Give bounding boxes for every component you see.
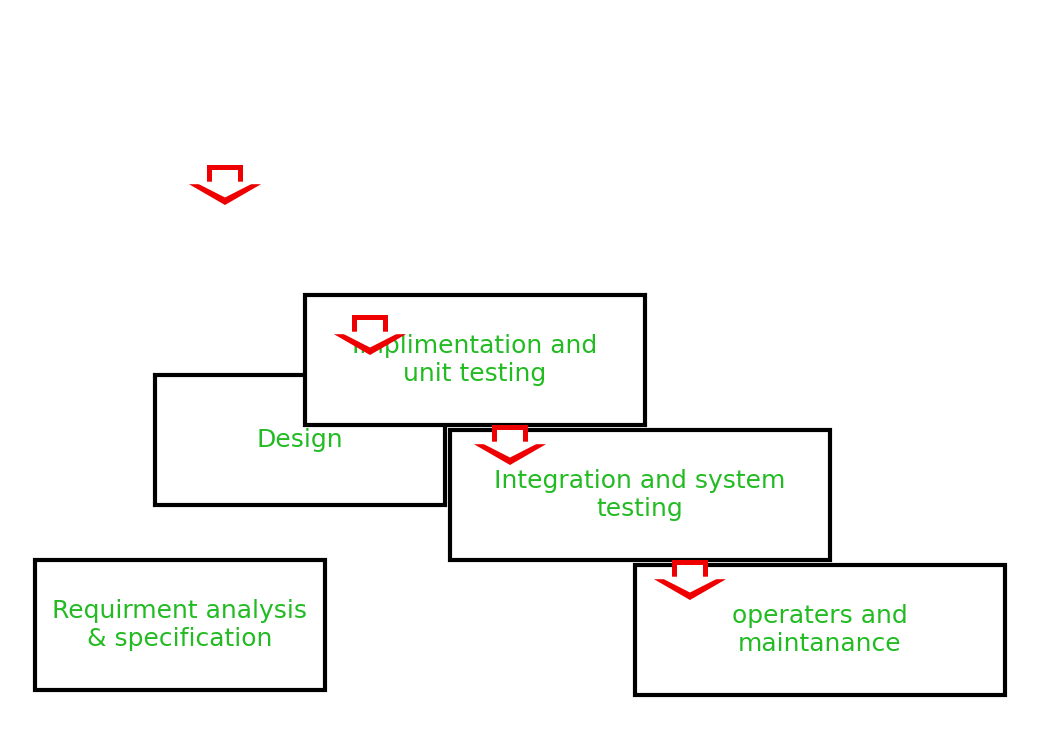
- Text: Requirment analysis
& specification: Requirment analysis & specification: [52, 599, 307, 651]
- Bar: [155, 375, 445, 505]
- Text: Integration and system
testing: Integration and system testing: [495, 469, 785, 521]
- Bar: [305, 295, 645, 425]
- Bar: [635, 565, 1005, 695]
- Polygon shape: [189, 165, 261, 205]
- Polygon shape: [659, 565, 721, 592]
- Text: Design: Design: [256, 428, 344, 452]
- Polygon shape: [334, 315, 406, 355]
- Text: operaters and
maintanance: operaters and maintanance: [732, 604, 908, 656]
- Polygon shape: [194, 170, 256, 197]
- Polygon shape: [654, 560, 726, 600]
- Bar: [35, 560, 325, 690]
- Polygon shape: [473, 425, 546, 465]
- Text: Implimentation and
unit testing: Implimentation and unit testing: [352, 334, 598, 386]
- Polygon shape: [339, 320, 401, 347]
- Bar: [450, 430, 830, 560]
- Polygon shape: [479, 430, 541, 457]
